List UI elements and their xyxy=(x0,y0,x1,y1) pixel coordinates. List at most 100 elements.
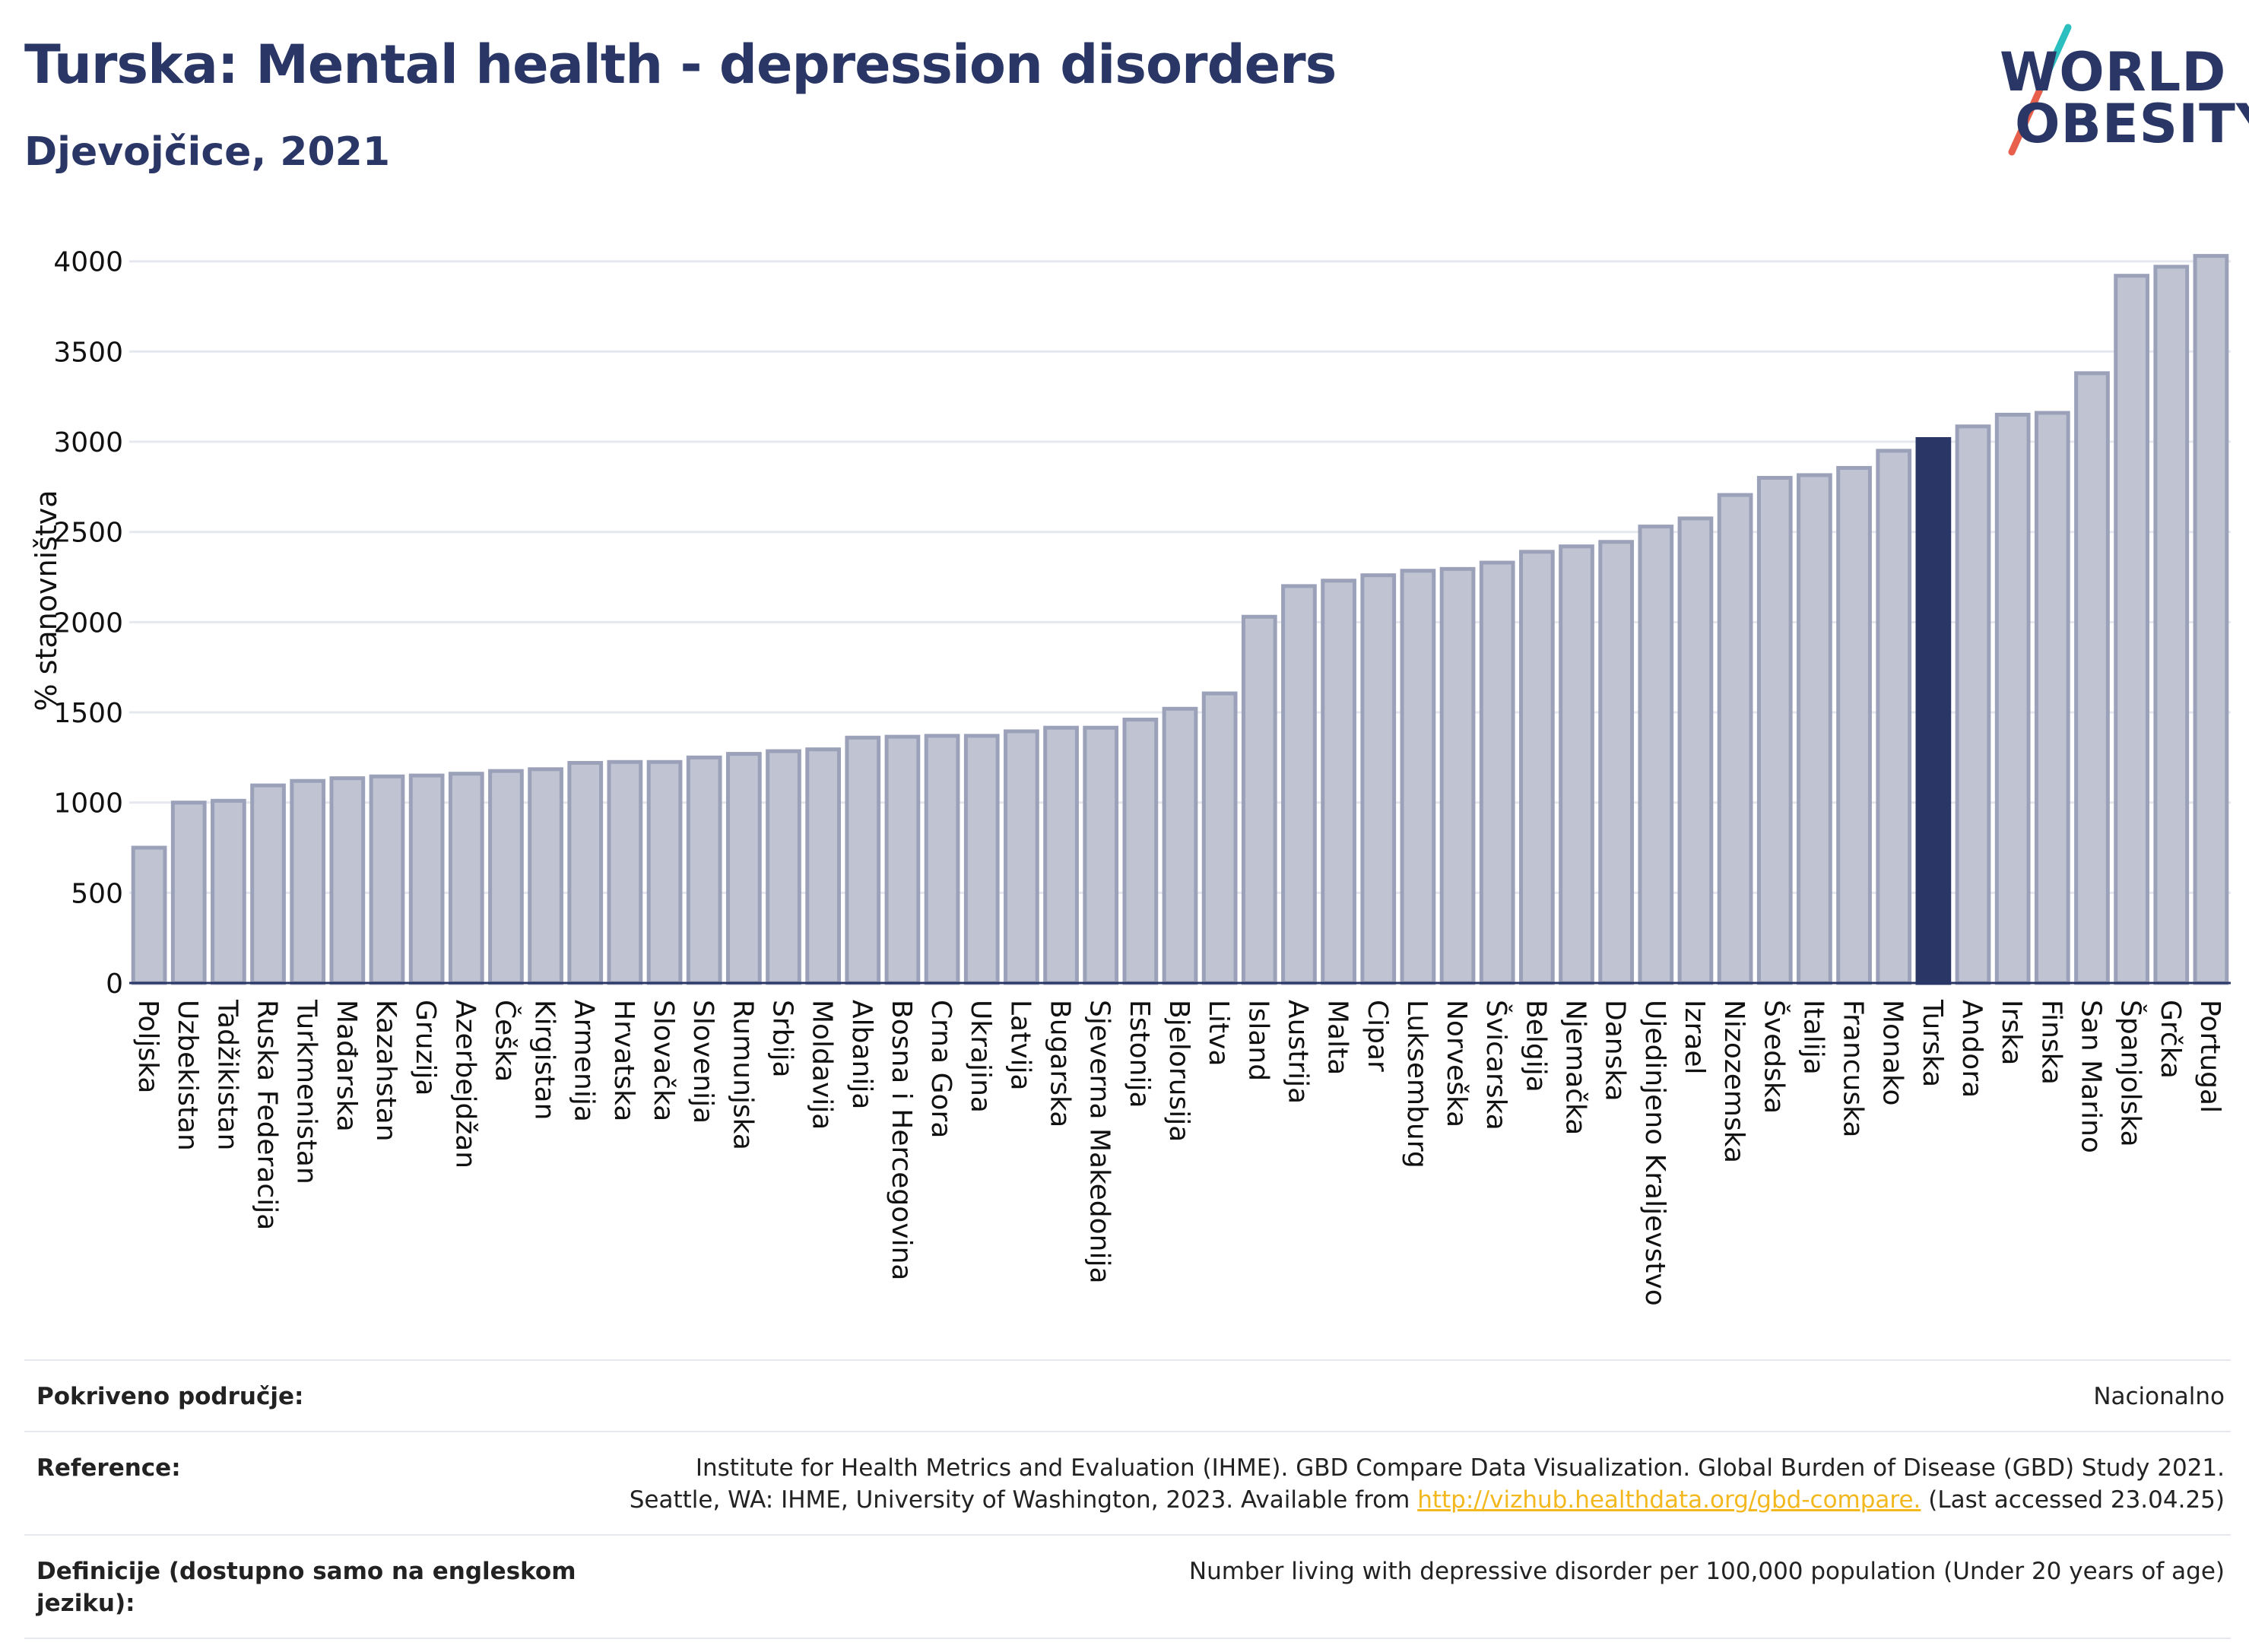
y-axis-label: % stanovništva xyxy=(30,490,63,711)
y-tick-label: 2500 xyxy=(53,518,123,549)
y-tick-label: 500 xyxy=(71,878,123,909)
reference-line-2-post: (Last accessed 23.04.25) xyxy=(1921,1486,2225,1514)
logo-text-obesity: OBESITY xyxy=(2015,93,2249,155)
x-tick-label: Estonija xyxy=(1124,1000,1155,1108)
meta-row-definition: Definicije (dostupno samo na engleskom j… xyxy=(24,1534,2231,1639)
x-tick-label: Azerbejdžan xyxy=(449,1000,481,1168)
bar-uzbekistan[interactable] xyxy=(170,801,207,985)
bar-island[interactable] xyxy=(1241,614,1277,985)
y-tick-labels: 0 500 1000 1500 2000 2500 3000 3500 4000 xyxy=(53,247,123,1000)
y-tick-label: 1000 xyxy=(53,788,123,820)
x-tick-label: Ruska Federacija xyxy=(252,1000,283,1230)
bar-monako[interactable] xyxy=(1876,449,1912,985)
bar-ujedinjeno-kraljevstvo[interactable] xyxy=(1638,525,1674,985)
bar-norveška[interactable] xyxy=(1439,566,1476,985)
logo-slash-icon xyxy=(2008,24,2072,156)
bar-azerbejdžan[interactable] xyxy=(448,772,484,985)
y-tick-label: 0 xyxy=(106,969,123,1000)
bar-latvija[interactable] xyxy=(1004,729,1039,985)
bar-nizozemska[interactable] xyxy=(1717,493,1753,985)
x-tick-label: Gruzija xyxy=(410,1000,441,1096)
x-tick-label: Island xyxy=(1242,1000,1274,1081)
bar-moldavija[interactable] xyxy=(805,747,842,985)
x-tick-label: Njemačka xyxy=(1560,1000,1591,1135)
bar-švicarska[interactable] xyxy=(1479,560,1515,985)
x-tick-label: Malta xyxy=(1322,1000,1353,1075)
world-obesity-logo: WORLD OBESITY xyxy=(1984,21,2249,166)
bar-malta[interactable] xyxy=(1321,579,1356,985)
bar-poljska[interactable] xyxy=(131,845,167,985)
bar-cipar[interactable] xyxy=(1360,573,1397,985)
bar-bjelorusija[interactable] xyxy=(1162,706,1198,985)
bar-španjolska[interactable] xyxy=(2114,274,2149,985)
bar-slovenija[interactable] xyxy=(686,755,722,985)
bar-srbija[interactable] xyxy=(766,749,801,985)
bar-turkmenistan[interactable] xyxy=(290,778,326,985)
bar-grčka[interactable] xyxy=(2153,265,2190,985)
bar-ruska-federacija[interactable] xyxy=(250,783,286,985)
bar-francuska[interactable] xyxy=(1836,465,1872,985)
bars xyxy=(131,254,2229,985)
bar-njemačka[interactable] xyxy=(1559,544,1594,985)
bar-turska[interactable] xyxy=(1915,436,1952,985)
bar-albanija[interactable] xyxy=(845,735,881,985)
x-tick-label: San Marino xyxy=(2075,1000,2106,1153)
x-tick-label: Moldavija xyxy=(807,1000,838,1130)
bar-ukrajina[interactable] xyxy=(963,734,1000,985)
x-tick-label: Bosna i Hercegovina xyxy=(886,1000,917,1280)
x-tick-label: Švicarska xyxy=(1480,1000,1512,1130)
bar-andora[interactable] xyxy=(1955,424,1991,985)
bar-irska[interactable] xyxy=(1994,412,2031,985)
x-tick-label: Francuska xyxy=(1838,1000,1869,1137)
x-tick-label: Mađarska xyxy=(331,1000,362,1132)
x-tick-label: Češka xyxy=(489,1000,521,1082)
bar-finska[interactable] xyxy=(2034,411,2070,985)
meta-row-coverage: Pokriveno područje: Nacionalno xyxy=(24,1359,2231,1431)
bar-gruzija[interactable] xyxy=(408,773,445,985)
x-tick-label: Belgija xyxy=(1520,1000,1551,1092)
chart-title: Turska: Mental health - depression disor… xyxy=(24,33,1337,96)
bar-armenija[interactable] xyxy=(567,760,604,985)
bar-hrvatska[interactable] xyxy=(607,759,643,985)
bar-belgija[interactable] xyxy=(1518,550,1555,985)
bar-san-marino[interactable] xyxy=(2074,371,2110,985)
bar-danska[interactable] xyxy=(1598,540,1635,985)
bar-bugarska[interactable] xyxy=(1043,725,1079,985)
bar-kirgistan[interactable] xyxy=(528,767,563,985)
bar-litva[interactable] xyxy=(1201,691,1238,985)
reference-link[interactable]: http://vizhub.healthdata.org/gbd-compare… xyxy=(1417,1486,1921,1514)
x-tick-label: Turkmenistan xyxy=(291,999,322,1184)
x-tick-label: Albanija xyxy=(846,1000,877,1109)
bar-estonija[interactable] xyxy=(1122,718,1159,985)
bar-izrael[interactable] xyxy=(1677,516,1714,985)
bar-crna-gora[interactable] xyxy=(924,734,960,985)
bar-portugal[interactable] xyxy=(2193,254,2229,985)
x-tick-label: Slovačka xyxy=(648,1000,679,1121)
bar-bosna-i-hercegovina[interactable] xyxy=(884,734,921,985)
bar-švedska[interactable] xyxy=(1756,476,1793,985)
x-tick-label: Litva xyxy=(1203,1000,1234,1067)
x-tick-label: Monako xyxy=(1877,1000,1908,1106)
bar-kazahstan[interactable] xyxy=(369,774,405,985)
x-tick-label: Norveška xyxy=(1441,1000,1472,1127)
x-tick-label: Danska xyxy=(1600,1000,1631,1102)
bar-češka[interactable] xyxy=(488,769,524,985)
y-tick-label: 1500 xyxy=(53,698,123,729)
x-tick-label: Austrija xyxy=(1282,1000,1313,1104)
bar-rumunjska[interactable] xyxy=(725,752,762,985)
bar-tadžikistan[interactable] xyxy=(211,798,246,985)
bar-austrija[interactable] xyxy=(1281,584,1317,985)
x-tick-label: Sjeverna Makedonija xyxy=(1084,1000,1115,1284)
reference-line-1: Institute for Health Metrics and Evaluat… xyxy=(695,1454,2225,1482)
x-tick-label: Finska xyxy=(2035,1000,2067,1085)
bar-slovačka[interactable] xyxy=(646,759,683,985)
x-tick-label: Bjelorusija xyxy=(1163,1000,1194,1142)
bar-sjeverna-makedonija[interactable] xyxy=(1083,725,1119,985)
bar-luksemburg[interactable] xyxy=(1400,569,1436,985)
x-tick-label: Hrvatska xyxy=(608,1000,639,1121)
x-tick-label: Nizozemska xyxy=(1718,1000,1749,1163)
logo-text-world: WORLD xyxy=(2000,41,2227,103)
x-tick-label: Cipar xyxy=(1362,1000,1393,1072)
bar-italija[interactable] xyxy=(1797,473,1832,985)
bar-mađarska[interactable] xyxy=(329,776,366,985)
